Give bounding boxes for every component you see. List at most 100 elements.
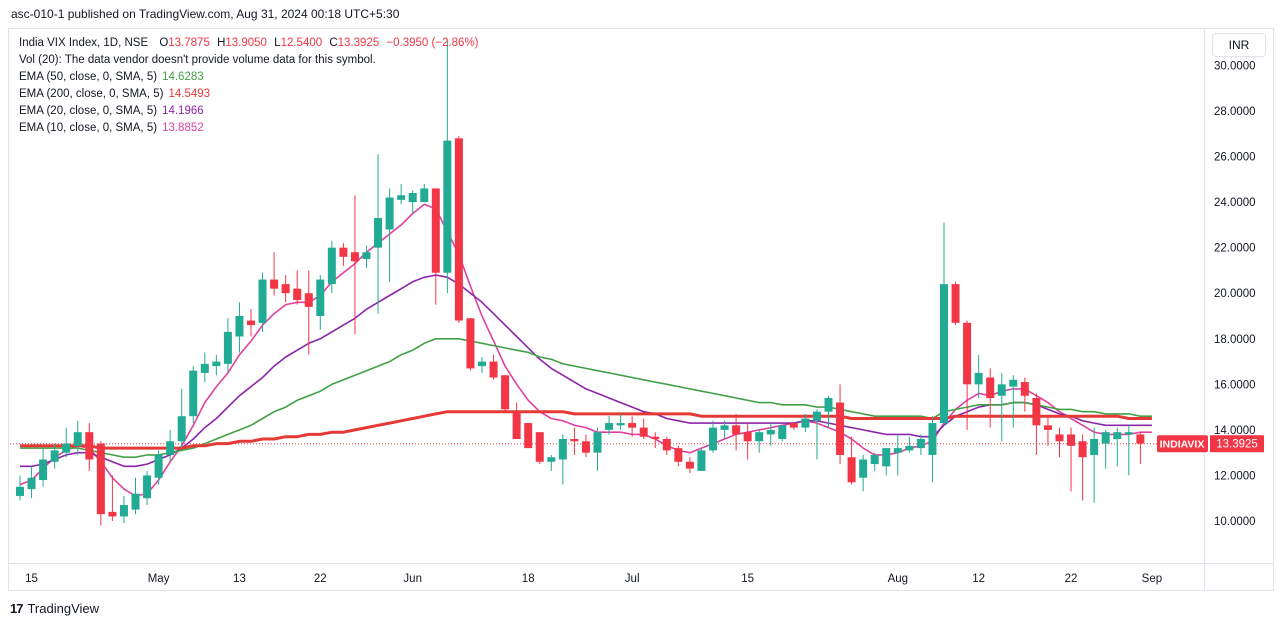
tradingview-footer[interactable]: 17 TradingView (10, 601, 99, 616)
candle[interactable] (501, 375, 510, 412)
candle[interactable] (247, 309, 255, 337)
candle[interactable] (605, 416, 614, 435)
candle[interactable] (1124, 425, 1133, 476)
candle[interactable] (870, 452, 879, 471)
candle[interactable] (905, 436, 914, 453)
candle[interactable] (443, 40, 452, 294)
candle[interactable] (454, 136, 463, 323)
candle[interactable] (73, 420, 82, 455)
candle[interactable] (235, 302, 244, 353)
candle[interactable] (212, 354, 221, 376)
candle[interactable] (801, 413, 810, 433)
candle[interactable] (1113, 427, 1122, 467)
candle[interactable] (570, 427, 579, 455)
candle[interactable] (997, 372, 1006, 442)
legend-ema200[interactable]: EMA (200, close, 0, SMA, 5) 14.5493 (19, 86, 479, 103)
candle[interactable] (223, 318, 232, 373)
candle[interactable] (1078, 434, 1087, 501)
candle[interactable] (143, 470, 152, 506)
candle[interactable] (812, 409, 821, 460)
candle[interactable] (1043, 416, 1052, 446)
candle[interactable] (766, 423, 775, 446)
candle[interactable] (651, 432, 660, 449)
candle[interactable] (928, 416, 937, 483)
candle[interactable] (200, 352, 209, 383)
candle[interactable] (720, 420, 729, 439)
candle[interactable] (524, 423, 533, 449)
candle[interactable] (616, 413, 625, 430)
candle[interactable] (397, 183, 406, 205)
candle[interactable] (350, 195, 359, 335)
candle[interactable] (732, 413, 741, 451)
ohlc-row[interactable]: India VIX Index, 1D, NSE O13.7875 H13.90… (19, 35, 479, 52)
candle[interactable] (96, 441, 105, 526)
candle[interactable] (62, 427, 71, 458)
candle[interactable] (489, 354, 498, 380)
candle[interactable] (362, 245, 371, 269)
candle[interactable] (270, 252, 279, 296)
candle[interactable] (743, 423, 752, 460)
candle[interactable] (420, 183, 429, 203)
legend-ema50[interactable]: EMA (50, close, 0, SMA, 5) 14.6283 (19, 69, 479, 86)
candle[interactable] (131, 477, 140, 515)
candle[interactable] (674, 445, 683, 467)
candle[interactable] (916, 434, 925, 455)
candle[interactable] (85, 423, 94, 471)
candle[interactable] (281, 275, 290, 303)
candle[interactable] (847, 436, 856, 485)
candle[interactable] (16, 475, 24, 501)
candle[interactable] (1101, 429, 1110, 469)
candle[interactable] (986, 368, 995, 428)
candle[interactable] (789, 423, 798, 430)
candle[interactable] (593, 427, 602, 471)
currency-button[interactable]: INR (1212, 33, 1266, 57)
candle[interactable] (154, 450, 163, 485)
candle[interactable] (824, 395, 833, 428)
candle[interactable] (385, 188, 394, 282)
candle[interactable] (166, 429, 175, 462)
candle[interactable] (974, 354, 983, 398)
candle[interactable] (1009, 375, 1018, 428)
candle[interactable] (327, 240, 336, 294)
candle[interactable] (478, 357, 486, 373)
candle[interactable] (963, 320, 972, 430)
candle[interactable] (374, 154, 383, 314)
candle[interactable] (189, 366, 198, 424)
volume-note[interactable]: Vol (20): The data vendor doesn't provid… (19, 54, 376, 66)
candle[interactable] (558, 434, 567, 485)
legend-ema10[interactable]: EMA (10, close, 0, SMA, 5) 13.8852 (19, 120, 479, 137)
candle[interactable] (662, 436, 671, 455)
candle[interactable] (304, 270, 313, 355)
candle[interactable] (1136, 432, 1145, 465)
candle[interactable] (512, 402, 521, 439)
candle[interactable] (293, 270, 302, 305)
candle[interactable] (859, 454, 868, 492)
candle[interactable] (258, 272, 267, 332)
legend-ema20[interactable]: EMA (20, close, 0, SMA, 5) 14.1966 (19, 103, 479, 120)
candle[interactable] (639, 418, 648, 440)
candle[interactable] (535, 432, 544, 465)
candle[interactable] (177, 388, 186, 449)
candle[interactable] (628, 416, 637, 437)
candle[interactable] (893, 434, 902, 476)
candle[interactable] (547, 454, 556, 471)
candle[interactable] (108, 475, 117, 521)
candle[interactable] (836, 384, 845, 465)
candle[interactable] (755, 429, 764, 453)
candle[interactable] (27, 466, 36, 499)
candle[interactable] (709, 420, 717, 453)
candle[interactable] (778, 425, 787, 442)
candle[interactable] (1032, 393, 1041, 455)
candle[interactable] (951, 281, 960, 326)
candle[interactable] (431, 188, 440, 305)
candle[interactable] (882, 448, 891, 476)
candle[interactable] (697, 448, 706, 471)
candle[interactable] (1055, 427, 1064, 458)
candle[interactable] (685, 457, 694, 474)
candle[interactable] (39, 448, 48, 487)
candle[interactable] (1020, 377, 1029, 412)
candle[interactable] (408, 190, 417, 214)
candle[interactable] (1067, 427, 1076, 492)
candle[interactable] (940, 222, 948, 426)
